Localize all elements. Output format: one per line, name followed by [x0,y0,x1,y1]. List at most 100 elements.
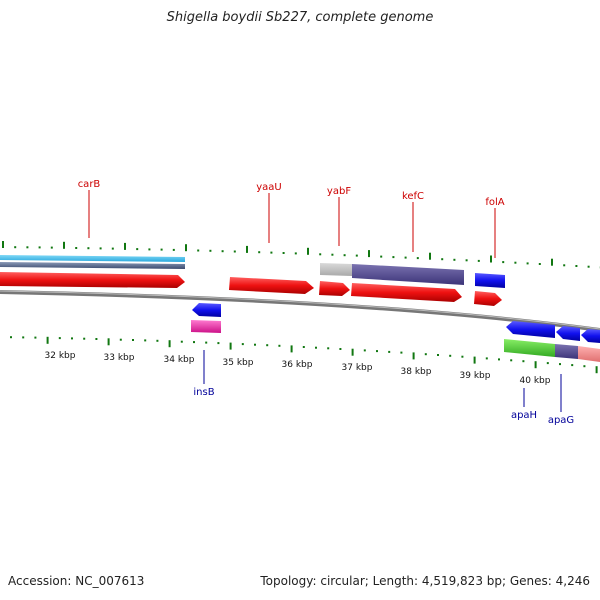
inner-tick [571,364,574,367]
gene-label-carB[interactable]: carB [78,179,101,190]
accession-label: Accession: NC_007613 [8,574,145,588]
gene-label-yaaU[interactable]: yaaU [256,182,282,193]
outer-tick [453,258,456,261]
inner-tick [351,348,354,356]
gene-label-apaH[interactable]: apaH [511,410,537,421]
outer-tick [319,253,322,256]
yabF-gene-arrow[interactable] [319,281,350,296]
map-title: Shigella boydii Sb227, complete genome [166,10,434,25]
outer-tick [26,246,29,249]
inner-tick [46,336,49,344]
outer-tick [490,255,492,263]
outer-tick [404,256,407,259]
gene-label-yabF[interactable]: yabF [327,186,351,197]
feature-track-inner [191,320,600,362]
inner-tick [266,344,269,347]
outer-tick [246,245,248,253]
inner-tick [180,340,183,343]
apaH-gene-arrow[interactable] [506,321,555,338]
outer-tick [50,246,53,249]
outer-tick [185,244,187,252]
gene-label-insB[interactable]: insB [193,387,214,398]
inner-tick [461,355,464,358]
inner-tick [388,350,391,353]
inner-tick [473,356,476,364]
scale-label: 36 kbp [282,360,313,370]
folA-blue-block[interactable] [475,273,505,288]
inner-tick [156,339,159,342]
inner-tick [437,354,439,356]
inner-tick [485,357,488,360]
inner-tick [339,348,342,350]
yaaU-gene-arrow[interactable] [229,277,314,294]
inner-tick [71,337,73,340]
outer-tick [2,241,4,248]
inner-tick [290,345,293,353]
inner-tick [278,344,281,347]
purple-feature-bar[interactable] [352,264,464,285]
outer-tick [38,246,41,249]
outer-tick [172,248,175,251]
outer-tick [331,253,334,256]
outer-tick [124,242,126,250]
outer-tick [63,241,65,249]
inner-tick [400,351,403,354]
gene-label-apaG[interactable]: apaG [548,415,574,426]
outer-tick [380,255,383,258]
bottom-gene-labels: insB apaH apaG [193,350,574,426]
inner-tick [522,360,525,363]
kefC-gene-arrow[interactable] [351,283,462,302]
inner-tick [168,340,171,348]
outer-tick [282,252,285,254]
genome-summary: Topology: circular; Length: 4,519,823 bp… [260,574,590,588]
inner-tick [205,341,208,344]
inner-tick [449,354,452,357]
scale-label: 34 kbp [164,355,195,365]
slate-feature-bar[interactable] [0,262,185,269]
gene-label-kefC[interactable]: kefC [402,191,424,202]
inner-tick [315,346,317,349]
salmon-feature-bar[interactable] [578,346,600,362]
pink-feature-bar[interactable] [191,320,221,333]
green-feature-bar[interactable] [504,339,555,357]
outer-tick [514,261,517,264]
inner-tick [376,350,378,353]
inner-tick [546,362,549,365]
gene-label-folA[interactable]: folA [485,197,504,208]
reverse-genes-track [192,303,600,343]
outer-tick [233,250,236,253]
outer-tick-ring [2,241,600,269]
inner-tick [217,342,220,345]
outer-tick [221,250,224,253]
outer-tick [160,248,163,251]
scale-label: 33 kbp [104,353,135,363]
purple-feature-bar-inner[interactable] [555,344,578,359]
apaG-gene-arrow[interactable] [556,326,580,341]
scale-label: 40 kbp [520,376,551,386]
outer-tick [14,246,17,249]
gray-feature-bar[interactable] [320,263,352,276]
scale-label: 38 kbp [401,367,432,377]
inner-tick [534,361,537,369]
outer-tick [441,258,444,261]
outer-tick [87,247,90,250]
inner-tick [595,366,598,374]
carB-gene-arrow[interactable] [0,272,185,288]
cyan-feature-bar[interactable] [0,255,185,262]
inner-tick [302,346,305,348]
inner-tick [498,358,500,361]
blue-gene-arrow-edge[interactable] [581,329,600,343]
inner-tick [95,338,98,340]
inner-tick [424,353,427,356]
inner-tick [229,342,232,350]
outer-tick [465,259,468,262]
forward-genes-track [0,272,502,306]
inner-tick [559,363,561,366]
folA-gene-arrow[interactable] [474,291,502,306]
inner-tick [10,336,12,339]
inner-tick [107,338,110,346]
insB-gene-arrow[interactable] [192,303,221,317]
outer-tick [307,247,309,255]
inner-tick [119,338,122,341]
